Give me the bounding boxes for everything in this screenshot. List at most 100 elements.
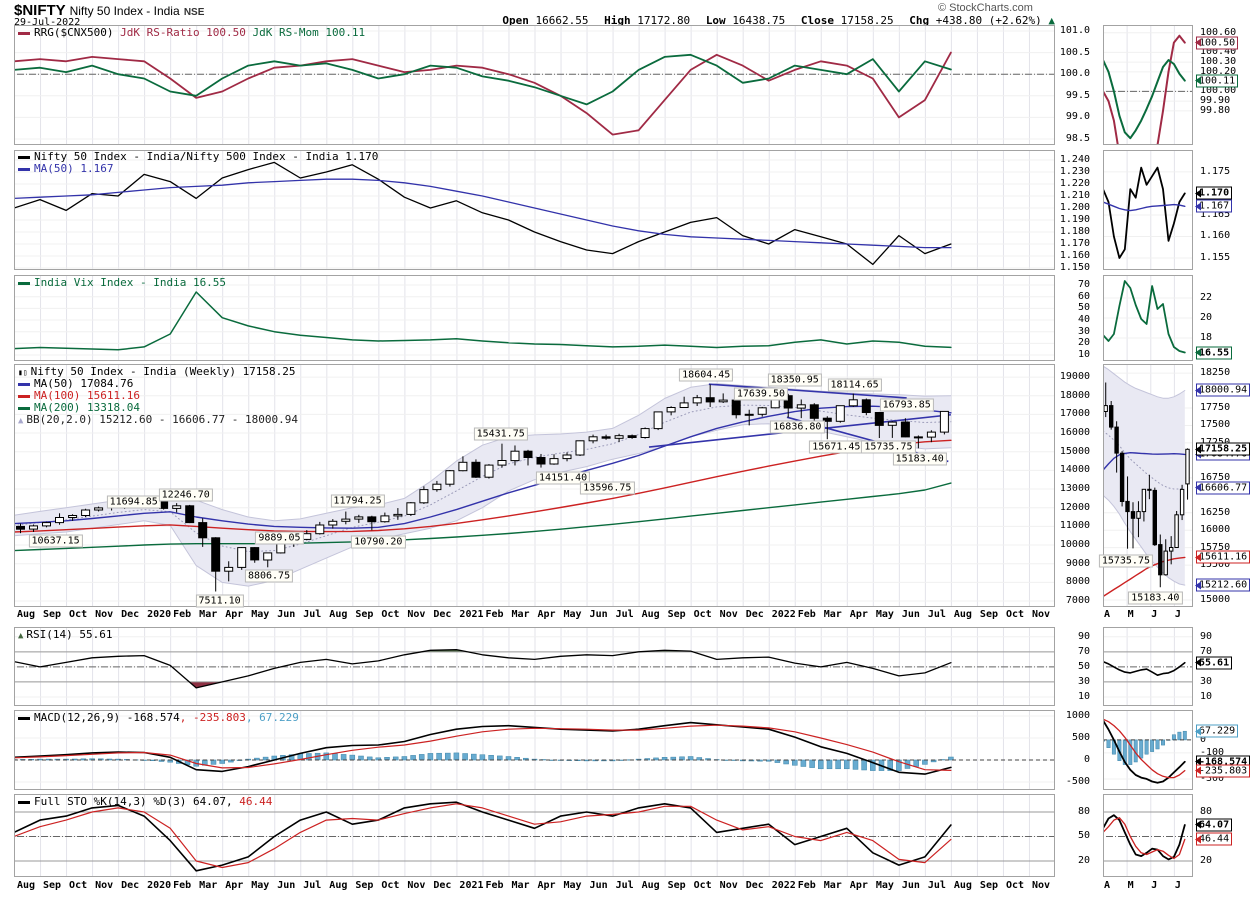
y-axis-tick: 16000	[1059, 427, 1090, 439]
y-axis-tick: 1.160	[1059, 249, 1090, 261]
y-axis-tick: 15000	[1059, 445, 1090, 457]
x-axis-label: Sep	[355, 880, 374, 891]
x-axis-label: Nov	[407, 880, 426, 891]
line-swatch	[18, 281, 30, 285]
y-axis-tick: 17750	[1200, 401, 1231, 413]
x-axis-label: Jun	[901, 609, 920, 620]
ratio-mini-chart	[1103, 150, 1193, 270]
y-axis-tick: 18000	[1059, 389, 1090, 401]
x-axis-label: Aug	[953, 880, 972, 891]
y-axis-tick: 20	[1077, 854, 1090, 866]
x-axis-label: Dec	[745, 880, 764, 891]
vix-chart	[14, 275, 1055, 361]
sto-chart	[14, 794, 1055, 877]
legend-text: MA(50) 17084.76	[34, 377, 134, 390]
y-axis-tick: 1.180	[1059, 225, 1090, 237]
line-swatch	[18, 382, 30, 386]
y-axis-tick: 1.240	[1059, 153, 1090, 165]
y-axis-tick: 90	[1077, 630, 1090, 642]
x-axis-label: Nov	[95, 880, 114, 891]
x-axis-label: Jun	[589, 609, 608, 620]
x-axis-label: Dec	[121, 880, 140, 891]
high-value: 17172.80	[637, 14, 691, 27]
x-axis-label: Sep	[979, 609, 998, 620]
y-axis-tick: 100.40	[1200, 46, 1237, 58]
x-axis-label: Aug	[329, 609, 348, 620]
y-axis-tick: 80	[1077, 805, 1090, 817]
y-axis-tick: 1.155	[1200, 251, 1231, 263]
legend-text: BB(20,2.0) 15212.60 - 16606.77 - 18000.9…	[26, 413, 298, 426]
x-axis-label: Feb	[485, 880, 504, 891]
y-axis-tick: 9000	[1065, 557, 1090, 569]
y-axis-tick: 17000	[1059, 408, 1090, 420]
ratio-value-callout: 1.167	[1194, 199, 1233, 213]
rsi-chart	[14, 627, 1055, 706]
price-annotation: 16836.80	[770, 420, 825, 434]
x-axis-label: J	[1174, 609, 1181, 620]
y-axis-tick: -300	[1200, 772, 1225, 784]
low-label: Low	[705, 14, 726, 27]
x-axis-label: Jul	[927, 609, 946, 620]
vix-value-callout: 16.55	[1194, 346, 1233, 359]
y-axis-tick: 80	[1200, 805, 1213, 817]
y-axis-tick: 50	[1077, 302, 1090, 314]
x-axis-label: Feb	[173, 880, 192, 891]
price-value-callout: 18000.94	[1194, 383, 1250, 397]
y-axis-tick: 1.160	[1200, 230, 1231, 242]
y-axis-tick: 500	[1071, 731, 1090, 743]
line-swatch	[18, 800, 30, 804]
y-axis-tick: 70	[1200, 645, 1213, 657]
x-axis-label: Aug	[953, 609, 972, 620]
sto-mini-chart	[1103, 794, 1193, 877]
rsi-icon: ▲	[18, 631, 24, 641]
legend-text: MACD(12,26,9) -168.574	[34, 711, 180, 724]
line-swatch	[18, 394, 30, 398]
y-axis-tick: 8000	[1065, 576, 1090, 588]
x-axis-label: Feb	[797, 880, 816, 891]
price-annotation: 10790.20	[351, 535, 406, 549]
price-annotation: 15183.40	[892, 452, 947, 466]
y-axis-tick: 50	[1077, 660, 1090, 672]
legend-text: India Vix Index - India 16.55	[34, 276, 227, 289]
rsi-value-callout: 55.61	[1194, 656, 1233, 670]
close-value: 17158.25	[840, 14, 894, 27]
rrg-mini-chart	[1103, 25, 1193, 145]
x-axis-label: Aug	[17, 609, 36, 620]
high-label: High	[604, 14, 631, 27]
x-axis-label: Nov	[95, 609, 114, 620]
y-axis-tick: 1.190	[1059, 213, 1090, 225]
legend-text: , -235.803	[179, 711, 246, 724]
y-axis-tick: 40	[1077, 314, 1090, 326]
legend-text: Full STO %K(14,3) %D(3) 64.07,	[34, 795, 233, 808]
y-axis-tick: 30	[1077, 325, 1090, 337]
x-axis-label: Oct	[693, 609, 712, 620]
y-axis-tick: 70	[1077, 645, 1090, 657]
open-label: Open	[502, 14, 529, 27]
y-axis-tick: 10	[1077, 690, 1090, 702]
legend-text: MA(100) 15611.16	[34, 389, 140, 402]
change-up-triangle-icon: ▲	[1048, 14, 1055, 27]
price-annotation: 14151.40	[536, 471, 591, 485]
y-axis-tick: 15000	[1200, 594, 1231, 606]
vix-mini-chart	[1103, 275, 1193, 361]
y-axis-tick: 100.00	[1200, 85, 1237, 97]
legend-text: , 67.229	[245, 711, 299, 724]
y-axis-tick: -500	[1065, 775, 1090, 787]
price-value-callout: 16606.77	[1194, 481, 1250, 495]
copyright: © StockCharts.com	[938, 2, 1033, 14]
y-axis-tick: 14000	[1059, 464, 1090, 476]
x-axis-label: J	[1151, 880, 1158, 891]
x-axis-label: 2020	[147, 609, 172, 620]
sto-value-callout: 46.44	[1194, 832, 1233, 846]
x-axis-label: Feb	[797, 609, 816, 620]
x-axis-label: Mar	[823, 880, 842, 891]
y-axis-tick: 100.5	[1059, 46, 1090, 58]
price-value-callout: 15611.16	[1194, 550, 1250, 564]
line-swatch	[18, 716, 30, 720]
y-axis-tick: 90	[1200, 630, 1213, 642]
rrg-legend-line: RRG($CNX500) JdK RS-Ratio 100.50 JdK RS-…	[18, 27, 365, 39]
x-axis-label: Aug	[329, 880, 348, 891]
x-axis-label: Jul	[615, 880, 634, 891]
y-axis-tick: 17500	[1200, 419, 1231, 431]
x-axis-label: Oct	[1005, 609, 1024, 620]
